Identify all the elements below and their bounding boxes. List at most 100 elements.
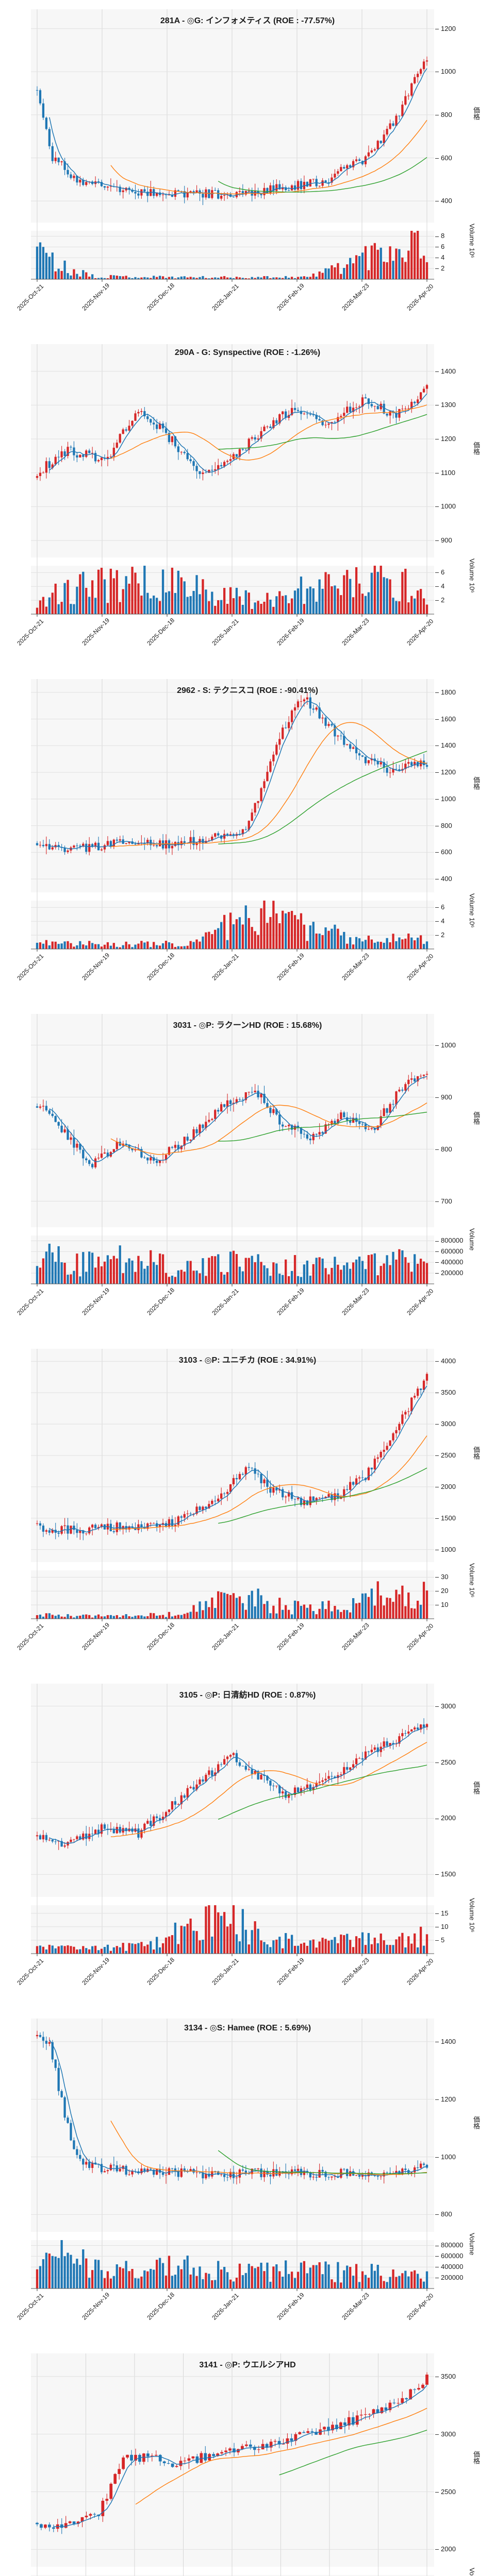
chart-canvas [31, 1684, 434, 1956]
price-y-tick: 1200 [435, 2095, 456, 2103]
volume-y-tick: 400000 [435, 2263, 463, 2270]
volume-axis-title: Volume 10⁶ [468, 2568, 476, 2576]
chart-canvas [31, 2353, 434, 2576]
price-y-tick-label: 1100 [441, 468, 455, 477]
chart-title: 3031 - ◎P: ラクーンHD (ROE : 15.68%) [173, 1021, 322, 1030]
price-y-tick-label: 900 [441, 536, 452, 545]
price-y-tick: 800 [435, 1145, 452, 1153]
volume-y-tick-label: 15 [441, 1909, 449, 1917]
price-axis-title: 価格 [472, 1446, 480, 1460]
volume-y-tick-label: 4 [441, 582, 445, 590]
price-y-tick-label: 1200 [441, 2095, 456, 2103]
price-y-tick-label: 1000 [441, 2153, 456, 2161]
price-plot-area [31, 344, 434, 557]
price-y-tick-label: 600 [441, 848, 452, 856]
price-y-tick-label: 2000 [441, 2545, 456, 2553]
volume-y-tick: 2 [435, 596, 444, 604]
volume-y-tick: 6 [435, 243, 444, 250]
price-y-tick: 1400 [435, 2038, 456, 2045]
chart-canvas [31, 2019, 434, 2291]
volume-y-tick: 10 [435, 1923, 448, 1930]
chart-panel: 3141 - ◎P: ウエルシアHD200025003000350024Jul … [0, 2344, 495, 2576]
volume-y-tick: 8 [435, 232, 444, 240]
price-y-tick-label: 800 [441, 1145, 452, 1153]
chart-panel: 290A - G: Synspective (ROE : -1.26%) 900 1… [0, 335, 495, 670]
volume-y-tick-label: 400000 [441, 1258, 464, 1266]
price-y-tick: 1000 [435, 795, 456, 803]
price-y-tick: 1300 [435, 401, 456, 409]
chart-canvas [31, 9, 434, 282]
price-y-tick: 1500 [435, 1514, 456, 1522]
volume-axis-title: Volume 10⁶ [468, 893, 476, 928]
price-y-tick: 1400 [435, 367, 456, 375]
volume-y-tick: 2 [435, 264, 444, 272]
price-y-tick: 4000 [435, 1357, 456, 1365]
chart-panel: 3103 - ◎P: ユニチカ (ROE : 34.91%) 1000 1500 20… [0, 1340, 495, 1674]
price-y-tick: 2000 [435, 1814, 456, 1822]
price-axis-title: 価格 [472, 1781, 480, 1794]
volume-y-tick: 30 [435, 1573, 448, 1581]
price-y-tick-label: 1200 [441, 435, 456, 443]
volume-y-tick-label: 4 [441, 917, 445, 925]
chart-panel: 2962 - S: テクニスコ (ROE : -90.41%) 400 600 800… [0, 670, 495, 1005]
volume-y-tick-label: 30 [441, 1573, 449, 1581]
price-axis-title: 価格 [472, 2116, 480, 2129]
price-y-tick-label: 1500 [441, 1514, 456, 1522]
price-y-tick: 1000 [435, 2153, 456, 2161]
price-y-tick-label: 1500 [441, 1870, 456, 1878]
volume-y-tick-label: 6 [441, 903, 445, 911]
volume-y-tick-label: 8 [441, 232, 445, 240]
volume-y-tick: 200000 [435, 2274, 463, 2281]
price-plot-area [31, 2019, 434, 2232]
price-y-tick: 600 [435, 154, 452, 162]
volume-axis-title: Volume 10⁶ [468, 224, 476, 258]
volume-y-tick: 2 [435, 931, 444, 939]
price-y-tick-label: 1000 [441, 67, 456, 76]
volume-y-tick-label: 2 [441, 931, 445, 939]
price-y-tick-label: 3000 [441, 2430, 456, 2438]
volume-y-tick: 6 [435, 903, 444, 911]
price-y-tick: 1200 [435, 25, 456, 32]
price-y-tick: 1200 [435, 435, 456, 443]
price-y-tick-label: 4000 [441, 1357, 456, 1365]
price-y-tick-label: 900 [441, 1093, 452, 1101]
volume-y-tick-label: 5 [441, 1936, 445, 1944]
price-y-tick-label: 1000 [441, 794, 456, 803]
volume-y-tick-label: 600000 [441, 2252, 464, 2260]
volume-y-tick: 10 [435, 1601, 448, 1608]
volume-y-tick-label: 200000 [441, 1269, 464, 1277]
chart-canvas [31, 1014, 434, 1286]
volume-plot-area [31, 231, 434, 279]
price-y-tick-label: 1000 [441, 502, 456, 511]
volume-y-tick-label: 10 [441, 1601, 449, 1609]
price-y-tick: 1100 [435, 469, 455, 477]
price-y-tick: 1500 [435, 1870, 456, 1878]
price-y-tick: 2000 [435, 2545, 456, 2553]
price-y-tick-label: 2000 [441, 1814, 456, 1822]
price-axis-title: 価格 [472, 776, 480, 790]
chart-title: 281A - ◎G: インフォメティス (ROE : -77.57%) [160, 16, 335, 25]
volume-axis-title: Volume 10⁶ [468, 558, 476, 593]
price-y-tick: 800 [435, 822, 452, 829]
price-y-tick-label: 2500 [441, 1758, 456, 1766]
volume-y-tick-label: 600000 [441, 1247, 464, 1256]
price-y-tick: 600 [435, 848, 452, 856]
chart-canvas [31, 1349, 434, 1621]
volume-axis-title: Volume 10⁶ [468, 1898, 476, 1933]
price-axis-title: 価格 [472, 2451, 480, 2464]
price-y-tick: 3500 [435, 2372, 456, 2380]
chart-title: 3105 - ◎P: 日清紡HD (ROE : 0.87%) [179, 1691, 316, 1700]
volume-y-tick-label: 2 [441, 596, 445, 604]
volume-axis-title: Volume [468, 1228, 476, 1251]
volume-y-tick-label: 800000 [441, 1236, 464, 1245]
volume-y-tick-label: 2 [441, 264, 445, 273]
price-plot-area [31, 679, 434, 892]
price-axis-title: 価格 [472, 107, 480, 120]
price-y-tick-label: 3000 [441, 1702, 456, 1710]
price-y-tick: 2500 [435, 2488, 456, 2496]
chart-panel: 3105 - ◎P: 日清紡HD (ROE : 0.87%) 1500 2000 25… [0, 1674, 495, 2009]
price-y-tick-label: 1300 [441, 401, 456, 409]
price-axis-title: 価格 [472, 442, 480, 455]
price-y-tick: 1200 [435, 768, 456, 776]
